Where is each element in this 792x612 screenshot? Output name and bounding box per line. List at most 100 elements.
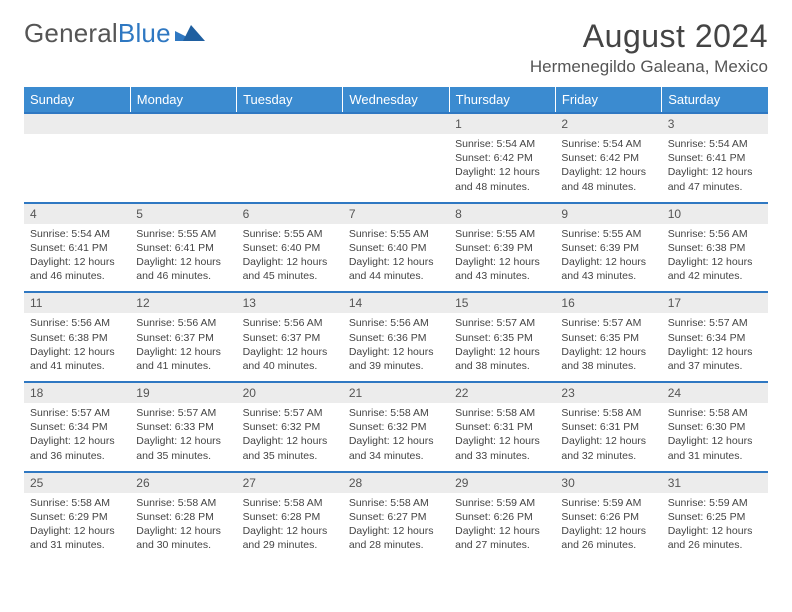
day-number: 17 — [662, 292, 768, 313]
day-number: 31 — [662, 472, 768, 493]
sunset-text: Sunset: 6:38 PM — [30, 331, 124, 345]
daylight-text: Daylight: 12 hours and 35 minutes. — [243, 434, 337, 462]
sunset-text: Sunset: 6:31 PM — [561, 420, 655, 434]
sunrise-text: Sunrise: 5:57 AM — [30, 406, 124, 420]
sunrise-text: Sunrise: 5:54 AM — [668, 137, 762, 151]
daylight-text: Daylight: 12 hours and 31 minutes. — [668, 434, 762, 462]
sunrise-text: Sunrise: 5:59 AM — [668, 496, 762, 510]
daylight-text: Daylight: 12 hours and 41 minutes. — [136, 345, 230, 373]
day-info: Sunrise: 5:55 AMSunset: 6:39 PMDaylight:… — [449, 224, 555, 293]
day-number: 3 — [662, 113, 768, 134]
day-number — [343, 113, 449, 134]
day-number-row: 18192021222324 — [24, 382, 768, 403]
day-info — [237, 134, 343, 203]
day-number: 11 — [24, 292, 130, 313]
day-info: Sunrise: 5:54 AMSunset: 6:41 PMDaylight:… — [662, 134, 768, 203]
day-info: Sunrise: 5:55 AMSunset: 6:40 PMDaylight:… — [237, 224, 343, 293]
daylight-text: Daylight: 12 hours and 45 minutes. — [243, 255, 337, 283]
sunset-text: Sunset: 6:37 PM — [136, 331, 230, 345]
sunset-text: Sunset: 6:34 PM — [30, 420, 124, 434]
sunset-text: Sunset: 6:40 PM — [349, 241, 443, 255]
sunset-text: Sunset: 6:28 PM — [243, 510, 337, 524]
day-number: 21 — [343, 382, 449, 403]
sunrise-text: Sunrise: 5:59 AM — [561, 496, 655, 510]
sunset-text: Sunset: 6:30 PM — [668, 420, 762, 434]
daylight-text: Daylight: 12 hours and 43 minutes. — [455, 255, 549, 283]
day-info: Sunrise: 5:58 AMSunset: 6:31 PMDaylight:… — [449, 403, 555, 472]
daylight-text: Daylight: 12 hours and 48 minutes. — [561, 165, 655, 193]
day-number: 15 — [449, 292, 555, 313]
logo-word-2: Blue — [118, 18, 171, 48]
day-info-row: Sunrise: 5:57 AMSunset: 6:34 PM Daylight:… — [24, 403, 768, 472]
day-info: Sunrise: 5:59 AMSunset: 6:26 PMDaylight:… — [555, 493, 661, 561]
daylight-text: Daylight: 12 hours and 26 minutes. — [668, 524, 762, 552]
day-number: 28 — [343, 472, 449, 493]
daylight-text: Daylight: 12 hours and 27 minutes. — [455, 524, 549, 552]
daylight-text: Daylight: 12 hours and 26 minutes. — [561, 524, 655, 552]
sunrise-text: Sunrise: 5:56 AM — [349, 316, 443, 330]
logo-mark-icon — [175, 23, 205, 45]
sunrise-text: Sunrise: 5:56 AM — [136, 316, 230, 330]
sunrise-text: Sunrise: 5:57 AM — [561, 316, 655, 330]
day-info: Sunrise: 5:56 AMSunset: 6:38 PMDaylight:… — [24, 313, 130, 382]
sunrise-text: Sunrise: 5:56 AM — [668, 227, 762, 241]
sunset-text: Sunset: 6:27 PM — [349, 510, 443, 524]
sunset-text: Sunset: 6:29 PM — [30, 510, 124, 524]
weekday-header: Saturday — [662, 87, 768, 113]
day-number — [24, 113, 130, 134]
day-info: Sunrise: 5:58 AMSunset: 6:28 PMDaylight:… — [130, 493, 236, 561]
page: GeneralBlue August 2024 Hermenegildo Gal… — [0, 0, 792, 612]
daylight-text: Daylight: 12 hours and 30 minutes. — [136, 524, 230, 552]
day-info — [343, 134, 449, 203]
weekday-header: Wednesday — [343, 87, 449, 113]
day-info-row: Sunrise: 5:54 AMSunset: 6:42 PMDaylight:… — [24, 134, 768, 203]
day-number: 10 — [662, 203, 768, 224]
sunset-text: Sunset: 6:32 PM — [243, 420, 337, 434]
day-info: Sunrise: 5:56 AMSunset: 6:37 PMDaylight:… — [130, 313, 236, 382]
day-number: 12 — [130, 292, 236, 313]
day-info: Sunrise: 5:57 AMSunset: 6:34 PMDaylight:… — [24, 403, 130, 472]
sunrise-text: Sunrise: 5:58 AM — [455, 406, 549, 420]
sunset-text: Sunset: 6:41 PM — [30, 241, 124, 255]
daylight-text: Daylight: 12 hours and 32 minutes. — [561, 434, 655, 462]
sunset-text: Sunset: 6:26 PM — [561, 510, 655, 524]
daylight-text: Daylight: 12 hours and 42 minutes. — [668, 255, 762, 283]
day-number: 9 — [555, 203, 661, 224]
daylight-text: Daylight: 12 hours and 35 minutes. — [136, 434, 230, 462]
daylight-text: Daylight: 12 hours and 43 minutes. — [561, 255, 655, 283]
sunrise-text: Sunrise: 5:57 AM — [455, 316, 549, 330]
location: Hermenegildo Galeana, Mexico — [530, 57, 768, 77]
day-number: 2 — [555, 113, 661, 134]
daylight-text: Daylight: 12 hours and 47 minutes. — [668, 165, 762, 193]
day-number: 8 — [449, 203, 555, 224]
weekday-header: Tuesday — [237, 87, 343, 113]
sunrise-text: Sunrise: 5:55 AM — [136, 227, 230, 241]
day-number: 24 — [662, 382, 768, 403]
daylight-text: Daylight: 12 hours and 40 minutes. — [243, 345, 337, 373]
day-number: 29 — [449, 472, 555, 493]
day-number: 26 — [130, 472, 236, 493]
sunrise-text: Sunrise: 5:58 AM — [243, 496, 337, 510]
day-info — [24, 134, 130, 203]
day-number: 20 — [237, 382, 343, 403]
sunrise-text: Sunrise: 5:58 AM — [349, 496, 443, 510]
sunrise-text: Sunrise: 5:58 AM — [349, 406, 443, 420]
day-info: Sunrise: 5:59 AMSunset: 6:26 PMDaylight:… — [449, 493, 555, 561]
day-info: Sunrise: 5:58 AMSunset: 6:28 PMDaylight:… — [237, 493, 343, 561]
sunset-text: Sunset: 6:41 PM — [668, 151, 762, 165]
day-number: 30 — [555, 472, 661, 493]
sunset-text: Sunset: 6:25 PM — [668, 510, 762, 524]
day-number: 13 — [237, 292, 343, 313]
day-info: Sunrise: 5:58 AMSunset: 6:32 PMDaylight:… — [343, 403, 449, 472]
daylight-text: Daylight: 12 hours and 37 minutes. — [668, 345, 762, 373]
sunrise-text: Sunrise: 5:55 AM — [455, 227, 549, 241]
day-info: Sunrise: 5:56 AMSunset: 6:36 PMDaylight:… — [343, 313, 449, 382]
sunset-text: Sunset: 6:32 PM — [349, 420, 443, 434]
sunset-text: Sunset: 6:39 PM — [561, 241, 655, 255]
weekday-header-row: Sunday Monday Tuesday Wednesday Thursday… — [24, 87, 768, 113]
calendar-body: 12 3Sunrise: 5:54 AMSunset: 6:42 PMDaylig… — [24, 113, 768, 560]
day-number: 27 — [237, 472, 343, 493]
day-info: Sunrise: 5:54 AMSunset: 6:42 PMDaylight:… — [555, 134, 661, 203]
sunset-text: Sunset: 6:33 PM — [136, 420, 230, 434]
day-number: 4 — [24, 203, 130, 224]
